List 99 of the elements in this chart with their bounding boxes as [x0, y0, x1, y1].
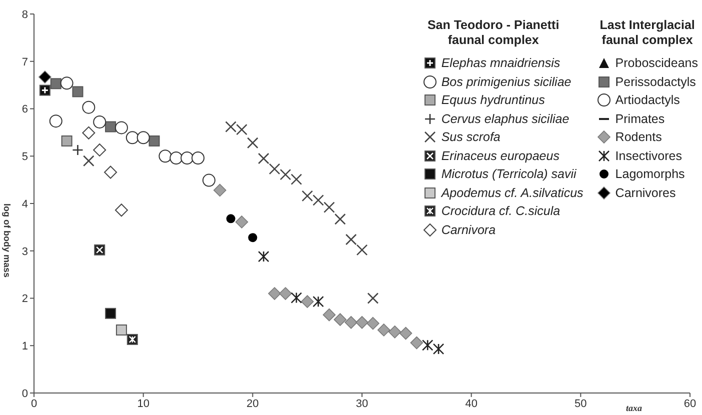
point	[366, 316, 380, 330]
point	[116, 324, 127, 336]
point	[83, 155, 94, 167]
point	[290, 292, 302, 304]
y-tick-label: 3	[22, 246, 28, 258]
point	[247, 137, 258, 149]
point	[235, 216, 248, 228]
legend-label: Crocidura cf. C.sicula	[441, 204, 560, 218]
point	[356, 316, 368, 329]
legend-label: Equus hydruntinus	[441, 93, 545, 108]
legend-label: Apodemus cf. A.silvaticus	[441, 186, 584, 200]
legend-label: Insectivores	[615, 148, 682, 163]
point	[334, 213, 346, 225]
point	[38, 70, 52, 84]
point	[290, 174, 302, 185]
point	[236, 124, 248, 136]
point	[258, 250, 270, 262]
point	[104, 166, 118, 179]
point	[93, 116, 106, 129]
y-tick-label: 5	[22, 151, 28, 164]
x-tick-label: 0	[30, 398, 38, 410]
legend-label: Elephas mnaidriensis	[441, 56, 560, 70]
point	[114, 204, 128, 217]
legend-label: Sus scrofa	[441, 130, 500, 144]
point	[158, 150, 172, 163]
point	[280, 168, 292, 180]
point	[356, 244, 368, 256]
point	[72, 144, 84, 156]
y-axis-title: log of body mass	[2, 204, 12, 278]
legend-label: Erinaceus europaeus	[441, 148, 560, 163]
point	[399, 326, 412, 340]
point	[50, 78, 62, 90]
point	[432, 343, 444, 355]
y-tick-label: 0	[22, 388, 28, 400]
point	[213, 184, 226, 197]
point	[345, 234, 357, 246]
point	[105, 308, 116, 319]
point	[192, 152, 204, 165]
point	[93, 143, 106, 156]
y-tick-label: 8	[22, 8, 28, 21]
legend-label: Proboscideans	[615, 56, 698, 70]
legend-label: Carnivora	[441, 222, 496, 237]
legend-label: Artiodactyls	[615, 93, 680, 108]
x-axis-title: taxa	[626, 403, 642, 413]
point	[334, 313, 347, 326]
point	[377, 324, 390, 336]
point	[300, 295, 314, 308]
point	[302, 190, 313, 202]
point	[410, 336, 424, 350]
point	[344, 316, 358, 329]
point	[248, 233, 258, 242]
point	[114, 121, 128, 134]
x-tick-label: 10	[137, 398, 150, 410]
x-tick-label: 40	[465, 398, 478, 410]
point	[322, 308, 336, 322]
legend-label: Microtus (Terricola) savii	[441, 167, 576, 182]
point	[312, 194, 324, 206]
point	[367, 292, 379, 304]
point	[258, 152, 270, 164]
text: Last Interglacial faunal complex	[600, 18, 695, 47]
legend-label: Lagomorphs	[615, 167, 685, 182]
point	[202, 174, 216, 187]
legend-label: Primates	[615, 112, 665, 126]
legend-label: Perissodactyls	[615, 74, 696, 89]
point	[279, 287, 292, 300]
x-tick-label: 30	[356, 398, 368, 410]
point	[72, 86, 84, 98]
legend-label: Rodents	[615, 130, 662, 144]
point	[61, 135, 72, 146]
x-tick-label: 50	[574, 398, 587, 410]
point	[148, 135, 160, 146]
point	[60, 76, 74, 90]
point	[324, 202, 335, 213]
legend-label: Bos primigenius siciliae	[441, 74, 572, 89]
x-tick-label: 20	[246, 398, 259, 410]
text: San Teodoro - Pianetti faunal complex	[427, 18, 560, 47]
point	[226, 214, 236, 224]
point	[136, 131, 150, 144]
point	[312, 296, 324, 308]
point	[49, 114, 62, 128]
y-tick-label: 1	[22, 340, 28, 353]
point	[105, 121, 116, 132]
legend-label: Cervus elaphus siciliae	[441, 112, 570, 126]
point	[388, 325, 402, 338]
x-tick-label: 60	[684, 398, 696, 410]
y-tick-label: 6	[22, 104, 28, 116]
point	[268, 287, 281, 300]
legend-label: Carnivores	[615, 186, 676, 200]
point	[82, 126, 96, 140]
point	[170, 152, 183, 165]
point	[422, 340, 434, 351]
point	[82, 100, 96, 114]
y-tick-label: 4	[22, 198, 28, 210]
point	[180, 152, 194, 165]
point	[126, 131, 139, 144]
y-tick-label: 7	[22, 56, 28, 68]
y-tick-label: 2	[22, 293, 28, 306]
point	[225, 121, 236, 132]
point	[268, 163, 280, 175]
